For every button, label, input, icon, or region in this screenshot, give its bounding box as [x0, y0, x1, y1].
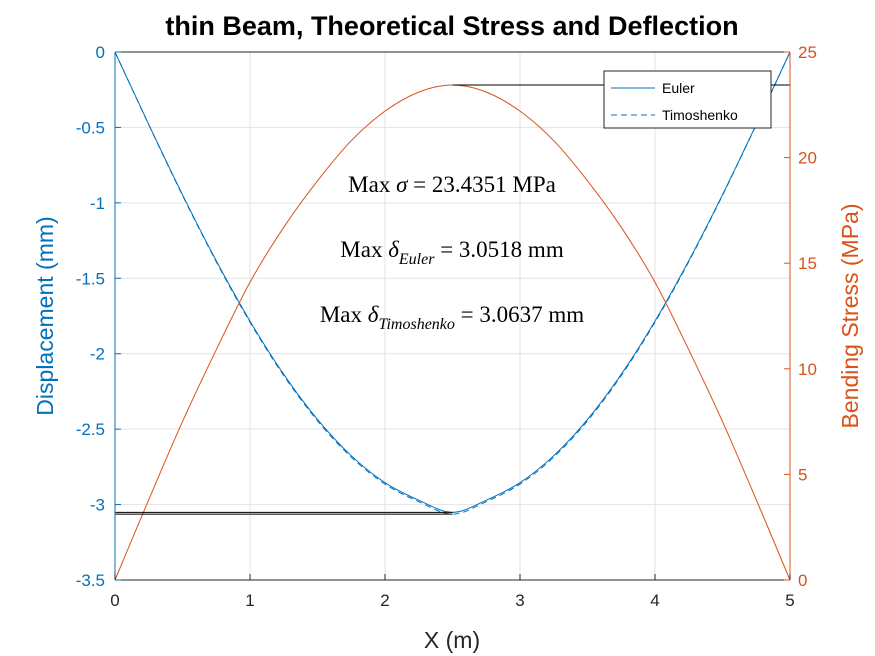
y-left-tick-label: -2.5 [76, 420, 105, 439]
y-right-tick-label: 10 [798, 360, 817, 379]
annotation-suffix: = 23.4351 MPa [407, 172, 555, 197]
y-right-tick-label: 0 [798, 571, 807, 590]
annotation-prefix: Max [340, 237, 388, 262]
y-left-tick-label: -2 [90, 345, 105, 364]
y-left-tick-label: -1 [90, 194, 105, 213]
annotation-suffix: = 3.0518 mm [434, 237, 563, 262]
y-right-tick-label: 5 [798, 465, 807, 484]
y-right-tick-label: 25 [798, 43, 817, 62]
grid [115, 52, 790, 580]
x-tick-label: 3 [515, 591, 524, 610]
x-tick-label: 4 [650, 591, 659, 610]
y-left-tick-label: 0 [96, 43, 105, 62]
annotation-suffix: = 3.0637 mm [455, 302, 584, 327]
x-tick-label: 1 [245, 591, 254, 610]
y-left-tick-label: -3 [90, 496, 105, 515]
annotation-symbol: σ [396, 172, 409, 197]
max-value-annotation: Max σ = 23.4351 MPa [348, 172, 556, 197]
max-value-annotation: Max δEuler = 3.0518 mm [340, 237, 564, 268]
legend-timoshenko-label: Timoshenko [662, 107, 738, 123]
plot-area [115, 52, 790, 580]
legend-euler-label: Euler [662, 80, 695, 96]
x-tick-label: 5 [785, 591, 794, 610]
y-left-tick-label: -3.5 [76, 571, 105, 590]
x-tick-label: 0 [110, 591, 119, 610]
y-right-axis-label: Bending Stress (MPa) [837, 204, 863, 429]
annotation-symbol: δ [388, 237, 399, 262]
y-left-tick-label: -1.5 [76, 269, 105, 288]
x-tick-label: 2 [380, 591, 389, 610]
y-left-tick-label: -0.5 [76, 118, 105, 137]
annotation-subscript: Euler [398, 251, 435, 268]
y-left-axis-label: Displacement (mm) [32, 216, 58, 415]
legend-box [603, 70, 772, 129]
y-right-tick-label: 15 [798, 254, 817, 273]
max-value-annotation: Max δTimoshenko = 3.0637 mm [320, 302, 584, 333]
annotation-symbol: δ [368, 302, 379, 327]
chart-title: thin Beam, Theoretical Stress and Deflec… [165, 11, 738, 41]
axes [114, 51, 791, 581]
annotation-prefix: Max [348, 172, 396, 197]
x-axis-label: X (m) [424, 627, 480, 653]
annotation-subscript: Timoshenko [378, 316, 454, 333]
annotation-prefix: Max [320, 302, 368, 327]
legend: Euler Timoshenko [603, 70, 772, 129]
y-right-tick-label: 20 [798, 149, 817, 168]
